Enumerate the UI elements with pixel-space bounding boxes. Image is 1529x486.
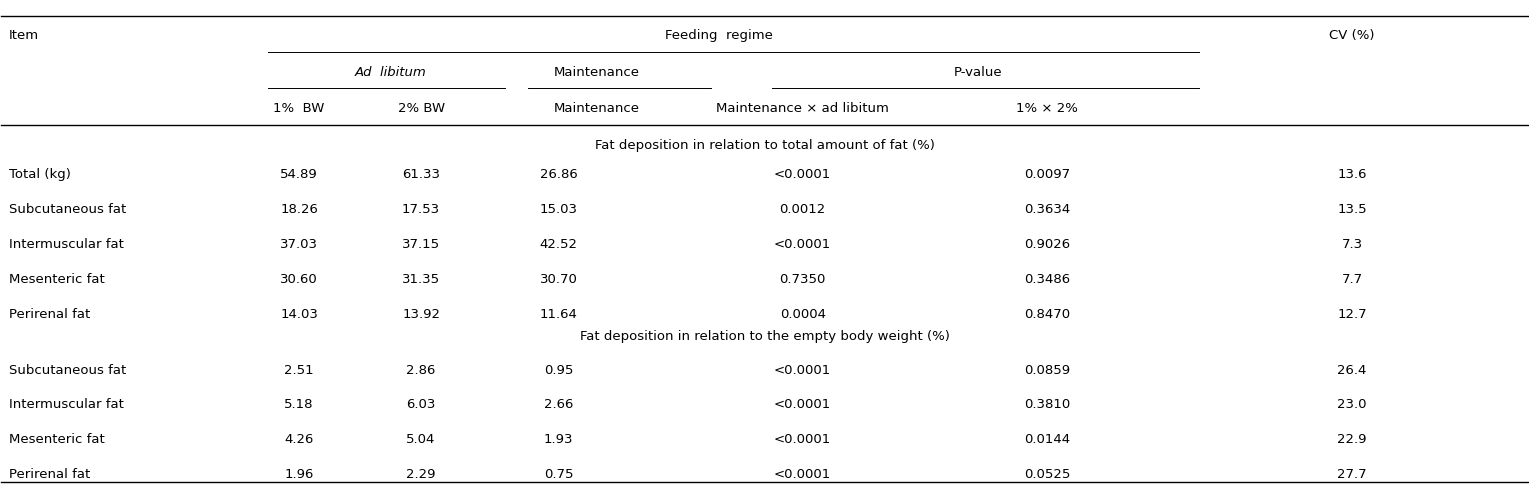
Text: 2.51: 2.51 bbox=[284, 364, 313, 377]
Text: 30.70: 30.70 bbox=[540, 273, 578, 286]
Text: Subcutaneous fat: Subcutaneous fat bbox=[9, 364, 127, 377]
Text: 37.15: 37.15 bbox=[402, 238, 440, 251]
Text: 42.52: 42.52 bbox=[540, 238, 578, 251]
Text: Perirenal fat: Perirenal fat bbox=[9, 308, 90, 321]
Text: Fat deposition in relation to total amount of fat (%): Fat deposition in relation to total amou… bbox=[595, 139, 934, 153]
Text: Intermuscular fat: Intermuscular fat bbox=[9, 238, 124, 251]
Text: 26.86: 26.86 bbox=[540, 168, 578, 181]
Text: Maintenance: Maintenance bbox=[553, 66, 639, 79]
Text: 27.7: 27.7 bbox=[1338, 468, 1367, 481]
Text: 18.26: 18.26 bbox=[280, 203, 318, 216]
Text: 1.96: 1.96 bbox=[284, 468, 313, 481]
Text: 11.64: 11.64 bbox=[540, 308, 578, 321]
Text: 5.18: 5.18 bbox=[284, 399, 313, 412]
Text: 22.9: 22.9 bbox=[1338, 433, 1367, 446]
Text: 26.4: 26.4 bbox=[1338, 364, 1367, 377]
Text: 0.3634: 0.3634 bbox=[1024, 203, 1070, 216]
Text: 0.0004: 0.0004 bbox=[780, 308, 826, 321]
Text: 2.66: 2.66 bbox=[544, 399, 573, 412]
Text: CV (%): CV (%) bbox=[1329, 29, 1375, 42]
Text: 4.26: 4.26 bbox=[284, 433, 313, 446]
Text: Mesenteric fat: Mesenteric fat bbox=[9, 273, 106, 286]
Text: 0.0012: 0.0012 bbox=[780, 203, 826, 216]
Text: 0.0144: 0.0144 bbox=[1024, 433, 1070, 446]
Text: 2% BW: 2% BW bbox=[398, 102, 445, 115]
Text: 7.3: 7.3 bbox=[1341, 238, 1362, 251]
Text: 7.7: 7.7 bbox=[1341, 273, 1362, 286]
Text: 15.03: 15.03 bbox=[540, 203, 578, 216]
Text: 1%  BW: 1% BW bbox=[274, 102, 324, 115]
Text: <0.0001: <0.0001 bbox=[774, 168, 832, 181]
Text: <0.0001: <0.0001 bbox=[774, 364, 832, 377]
Text: Total (kg): Total (kg) bbox=[9, 168, 70, 181]
Text: Maintenance: Maintenance bbox=[553, 102, 639, 115]
Text: 23.0: 23.0 bbox=[1338, 399, 1367, 412]
Text: 17.53: 17.53 bbox=[402, 203, 440, 216]
Text: 0.0525: 0.0525 bbox=[1023, 468, 1070, 481]
Text: 2.29: 2.29 bbox=[407, 468, 436, 481]
Text: Intermuscular fat: Intermuscular fat bbox=[9, 399, 124, 412]
Text: P-value: P-value bbox=[954, 66, 1003, 79]
Text: 13.6: 13.6 bbox=[1338, 168, 1367, 181]
Text: 0.3486: 0.3486 bbox=[1024, 273, 1070, 286]
Text: 13.5: 13.5 bbox=[1338, 203, 1367, 216]
Text: Maintenance × ad libitum: Maintenance × ad libitum bbox=[716, 102, 888, 115]
Text: 0.0097: 0.0097 bbox=[1024, 168, 1070, 181]
Text: 12.7: 12.7 bbox=[1338, 308, 1367, 321]
Text: 0.9026: 0.9026 bbox=[1024, 238, 1070, 251]
Text: 61.33: 61.33 bbox=[402, 168, 440, 181]
Text: 0.8470: 0.8470 bbox=[1024, 308, 1070, 321]
Text: 1.93: 1.93 bbox=[544, 433, 573, 446]
Text: 0.3810: 0.3810 bbox=[1024, 399, 1070, 412]
Text: Mesenteric fat: Mesenteric fat bbox=[9, 433, 106, 446]
Text: <0.0001: <0.0001 bbox=[774, 468, 832, 481]
Text: 5.04: 5.04 bbox=[407, 433, 436, 446]
Text: Fat deposition in relation to the empty body weight (%): Fat deposition in relation to the empty … bbox=[579, 330, 950, 343]
Text: 37.03: 37.03 bbox=[280, 238, 318, 251]
Text: <0.0001: <0.0001 bbox=[774, 238, 832, 251]
Text: Ad  libitum: Ad libitum bbox=[355, 66, 427, 79]
Text: 0.0859: 0.0859 bbox=[1024, 364, 1070, 377]
Text: 54.89: 54.89 bbox=[280, 168, 318, 181]
Text: 0.95: 0.95 bbox=[544, 364, 573, 377]
Text: 31.35: 31.35 bbox=[402, 273, 440, 286]
Text: <0.0001: <0.0001 bbox=[774, 433, 832, 446]
Text: 6.03: 6.03 bbox=[407, 399, 436, 412]
Text: Perirenal fat: Perirenal fat bbox=[9, 468, 90, 481]
Text: 30.60: 30.60 bbox=[280, 273, 318, 286]
Text: 13.92: 13.92 bbox=[402, 308, 440, 321]
Text: Feeding  regime: Feeding regime bbox=[665, 29, 772, 42]
Text: 2.86: 2.86 bbox=[407, 364, 436, 377]
Text: 0.75: 0.75 bbox=[544, 468, 573, 481]
Text: 1% × 2%: 1% × 2% bbox=[1015, 102, 1078, 115]
Text: 0.7350: 0.7350 bbox=[780, 273, 826, 286]
Text: Subcutaneous fat: Subcutaneous fat bbox=[9, 203, 127, 216]
Text: Item: Item bbox=[9, 29, 40, 42]
Text: <0.0001: <0.0001 bbox=[774, 399, 832, 412]
Text: 14.03: 14.03 bbox=[280, 308, 318, 321]
